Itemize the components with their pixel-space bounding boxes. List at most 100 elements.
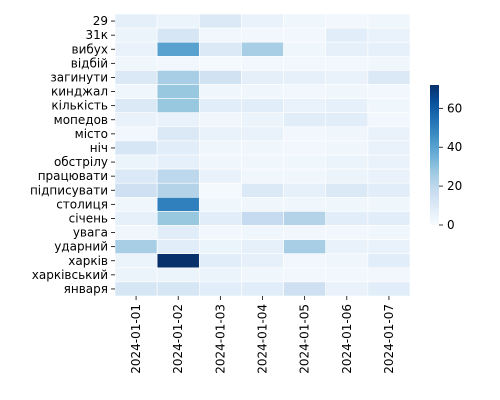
heatmap-cell xyxy=(114,197,158,212)
heatmap-cell xyxy=(156,13,200,29)
heatmap-cell xyxy=(325,41,369,57)
heatmap-cell xyxy=(198,70,242,85)
heatmap-cell xyxy=(241,154,284,170)
heatmap-cell xyxy=(156,27,200,43)
heatmap-cell xyxy=(241,168,284,184)
colorbar-ticks: 0 20 40 60 xyxy=(439,101,462,232)
heatmap-cell xyxy=(114,168,158,184)
heatmap-cell xyxy=(156,253,200,269)
heatmap-cell xyxy=(283,27,327,43)
heatmap-cell xyxy=(367,84,411,99)
heatmap-cell xyxy=(241,253,284,269)
heatmap-cell xyxy=(114,281,158,297)
heatmap-cell xyxy=(367,126,411,142)
heatmap-cell xyxy=(241,55,284,71)
heatmap-cell xyxy=(114,225,158,240)
heatmap-cell xyxy=(367,253,411,269)
heatmap-cell xyxy=(283,253,327,269)
heatmap-cell xyxy=(114,267,158,283)
heatmap-cell xyxy=(283,140,327,156)
heatmap-cell xyxy=(241,112,284,128)
heatmap-cell xyxy=(156,154,200,170)
y-tick-label: 31к xyxy=(85,28,108,42)
heatmap-cell xyxy=(198,55,242,71)
heatmap-cell xyxy=(114,239,158,255)
heatmap-cell xyxy=(367,225,411,240)
y-tick-label: увага xyxy=(73,226,108,240)
y-tick-label: мопедов xyxy=(54,113,108,127)
heatmap-cell xyxy=(156,267,200,283)
x-tick-label: 2024-01-03 xyxy=(213,304,227,374)
heatmap-cell xyxy=(114,27,158,43)
heatmap-cell xyxy=(325,267,369,283)
heatmap-cell xyxy=(156,112,200,128)
heatmap-cell xyxy=(325,182,369,198)
heatmap-cell xyxy=(325,27,369,43)
heatmap-cell xyxy=(325,225,369,240)
heatmap-cell xyxy=(367,112,411,128)
y-tick-label: 29 xyxy=(93,14,108,28)
heatmap-cell xyxy=(367,70,411,85)
heatmap-cell xyxy=(283,154,327,170)
x-tick-label: 2024-01-02 xyxy=(171,304,185,374)
heatmap-cell xyxy=(241,140,284,156)
heatmap-cell xyxy=(156,41,200,57)
colorbar-tick-label: 60 xyxy=(447,101,462,115)
heatmap-cell xyxy=(241,225,284,240)
colorbar-tick-label: 20 xyxy=(447,179,462,193)
y-tick-label: загинути xyxy=(50,70,108,84)
heatmap-cell xyxy=(367,140,411,156)
heatmap-cell xyxy=(367,239,411,255)
heatmap-cell xyxy=(367,55,411,71)
y-tick-label: января xyxy=(64,282,108,296)
heatmap-cell xyxy=(198,211,242,226)
heatmap-cell xyxy=(367,98,411,113)
heatmap-cell xyxy=(325,211,369,226)
heatmap-cell xyxy=(367,154,411,170)
heatmap-cell xyxy=(367,168,411,184)
heatmap-cell xyxy=(198,281,242,297)
heatmap-cell xyxy=(198,41,242,57)
heatmap-cell xyxy=(198,112,242,128)
heatmap-cell xyxy=(241,211,284,226)
heatmap-cell xyxy=(198,239,242,255)
heatmap-cell xyxy=(241,70,284,85)
y-tick-label: вибух xyxy=(72,42,108,56)
heatmap-cell xyxy=(198,98,242,113)
heatmap-cell xyxy=(198,267,242,283)
heatmap-cell xyxy=(367,41,411,57)
heatmap-cell xyxy=(325,253,369,269)
heatmap-cell xyxy=(156,197,200,212)
y-axis: 2931квибухвідбійзагинутикинджалкількість… xyxy=(30,14,115,296)
x-tick-label: 2024-01-01 xyxy=(129,304,143,374)
heatmap-cell xyxy=(198,197,242,212)
x-axis: 2024-01-01 2024-01-02 2024-01-03 2024-01-04… xyxy=(129,296,396,374)
y-tick-label: підписувати xyxy=(30,183,108,197)
y-tick-label: кинджал xyxy=(51,85,108,99)
heatmap-cell xyxy=(241,41,284,57)
heatmap-cell xyxy=(367,182,411,198)
heatmap-cell xyxy=(283,281,327,297)
heatmap-cell xyxy=(114,13,158,29)
colorbar: 0 20 40 60 xyxy=(430,85,462,232)
heatmap-cell xyxy=(114,211,158,226)
x-tick-label: 2024-01-06 xyxy=(340,304,354,374)
heatmap-cell xyxy=(325,126,369,142)
y-tick-label: харків xyxy=(68,254,108,268)
heatmap-cell xyxy=(283,197,327,212)
heatmap-cell xyxy=(114,112,158,128)
heatmap-cell xyxy=(283,182,327,198)
heatmap-cell xyxy=(114,253,158,269)
y-tick-label: січень xyxy=(69,211,108,225)
y-tick-label: харківський xyxy=(32,268,108,282)
heatmap-cell xyxy=(156,140,200,156)
heatmap-cell xyxy=(198,27,242,43)
heatmap-cell xyxy=(198,253,242,269)
heatmap-cell xyxy=(156,98,200,113)
heatmap-cell xyxy=(198,225,242,240)
colorbar-gradient xyxy=(430,85,439,225)
heatmap-cell xyxy=(367,13,411,29)
heatmap-cell xyxy=(367,281,411,297)
heatmap-cell xyxy=(241,267,284,283)
